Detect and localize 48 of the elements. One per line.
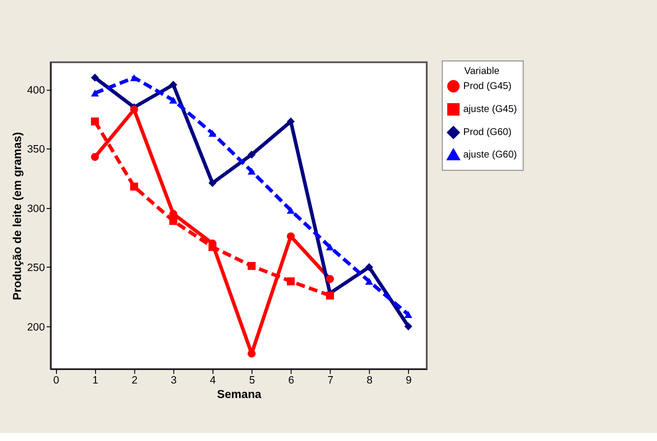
x-tick-label: 9: [406, 374, 412, 387]
point: [404, 322, 412, 330]
legend-label: ajuste (G45): [463, 104, 517, 116]
point: [365, 278, 374, 285]
y-tick-label: 400: [27, 84, 45, 96]
legend-title: Variable: [464, 66, 500, 77]
point: [365, 263, 374, 272]
legend-label: Prod (G45): [463, 80, 512, 92]
point: [248, 150, 256, 159]
point: [286, 206, 295, 214]
x-tick-label: 7: [327, 374, 334, 387]
point: [326, 292, 334, 300]
point: [286, 232, 295, 240]
x-tick-label: 4: [210, 374, 216, 387]
y-tick-label: 200: [27, 321, 45, 334]
point: [404, 311, 412, 318]
point: [169, 96, 178, 104]
point: [208, 179, 216, 188]
y-tick-label: 250: [27, 262, 45, 274]
legend-label: Prod (G60): [463, 127, 512, 138]
y-tick-label: 300: [27, 202, 45, 215]
point: [90, 117, 99, 126]
point: [248, 168, 256, 175]
point: [326, 275, 334, 283]
x-tick-label: 6: [288, 374, 294, 387]
point: [169, 210, 178, 218]
point: [90, 74, 99, 82]
point: [90, 153, 99, 161]
x-axis-title: Semana: [217, 388, 262, 401]
x-tick-label: 5: [249, 374, 256, 387]
point: [169, 216, 178, 225]
x-tick-label: 2: [132, 374, 138, 387]
point: [169, 80, 178, 89]
point: [208, 130, 216, 137]
y-tick-label: 350: [27, 144, 45, 156]
y-axis-title: Produção de leite (em gramas): [12, 132, 24, 300]
x-tick-label: 3: [170, 374, 177, 387]
legend-label: ajuste (G60): [463, 149, 517, 160]
point: [286, 277, 295, 286]
x-tick-label: 0: [53, 374, 60, 387]
point: [90, 90, 99, 96]
point: [248, 262, 256, 270]
point: [248, 350, 256, 358]
x-tick-label: 8: [366, 374, 373, 387]
x-tick-label: 1: [92, 374, 98, 387]
point: [130, 182, 138, 191]
point: [130, 106, 138, 114]
point: [326, 244, 334, 250]
